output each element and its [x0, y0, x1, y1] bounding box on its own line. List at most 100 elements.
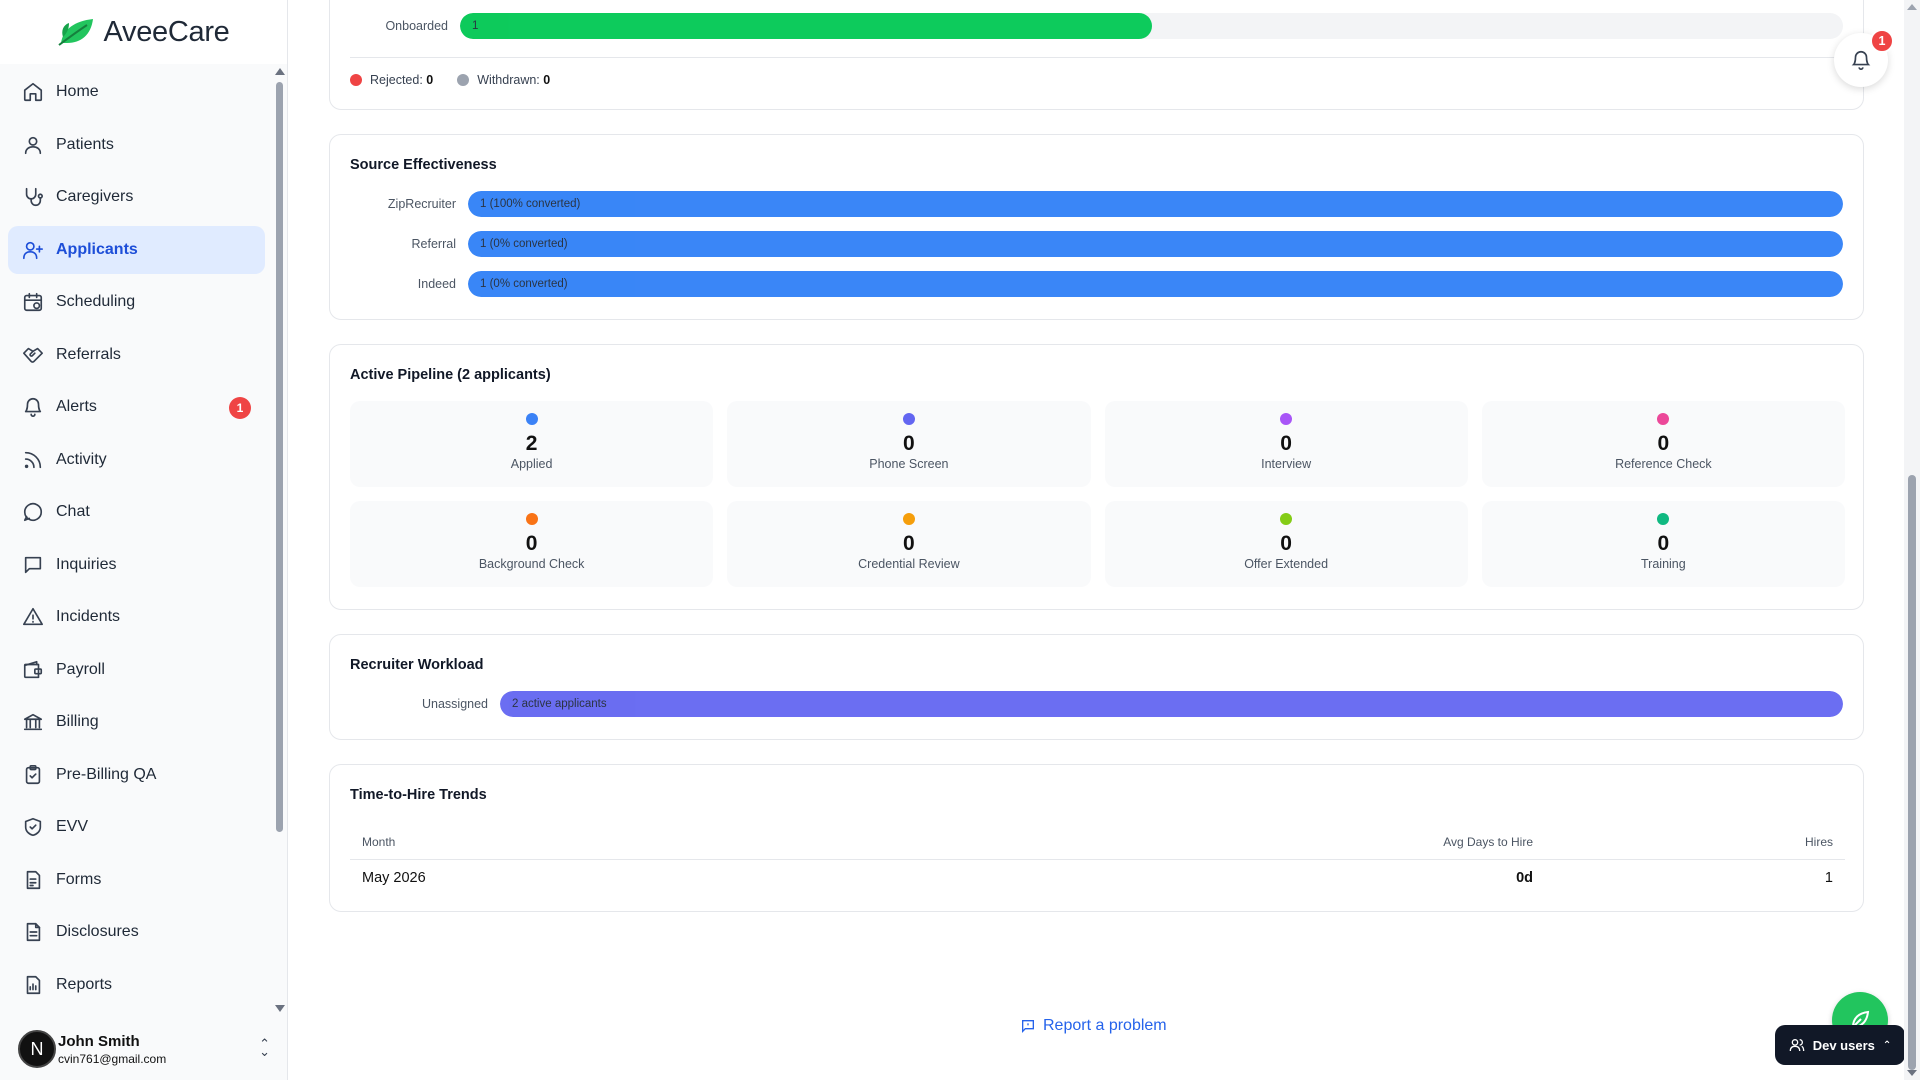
- page-scrollbar[interactable]: [1904, 0, 1920, 1080]
- sidebar-item-pre-billing-qa[interactable]: Pre-Billing QA: [8, 751, 265, 799]
- sidebar-item-forms[interactable]: Forms: [8, 856, 265, 904]
- source-bar: 1 (0% converted): [468, 271, 1843, 297]
- stage-training[interactable]: 0 Training: [1481, 501, 1845, 587]
- stage-phone-screen[interactable]: 0 Phone Screen: [727, 401, 1091, 487]
- source-effectiveness-card: Source Effectiveness ZipRecruiter 1 (100…: [329, 134, 1864, 320]
- sidebar-item-label: Alerts: [56, 398, 97, 415]
- cell-month: May 2026: [362, 870, 426, 887]
- sidebar-item-label: Chat: [56, 503, 90, 520]
- bar-label: Onboarded: [385, 19, 448, 33]
- sidebar-item-label: Applicants: [56, 240, 138, 258]
- sidebar-item-reports[interactable]: Reports: [8, 961, 265, 1009]
- dev-users-label: Dev users: [1812, 1037, 1875, 1053]
- legend-dot: [457, 74, 470, 86]
- page-scroll-thumb[interactable]: [1908, 475, 1916, 1070]
- stage-background-check[interactable]: 0 Background Check: [350, 501, 714, 587]
- legend-value: 0: [543, 73, 551, 87]
- sidebar-item-label: Inquiries: [56, 555, 117, 573]
- sidebar-scrollbar[interactable]: [273, 68, 285, 1012]
- stage-applied[interactable]: 2 Applied: [350, 401, 714, 487]
- bar-label: Indeed: [417, 277, 456, 291]
- calendar-icon: [23, 292, 43, 312]
- sidebar-item-payroll[interactable]: Payroll: [8, 646, 265, 694]
- table-header-row: Month Avg Days to Hire Hires: [350, 825, 1845, 860]
- column-header-avg-days: Avg Days to Hire: [1245, 825, 1545, 860]
- stage-dot: [1657, 413, 1670, 425]
- hiring-funnel-card: Onboarded 1 Rejected: 0 Withdrawn: 0: [329, 0, 1864, 110]
- stage-count: 0: [1657, 432, 1670, 455]
- bar-label: Referral: [411, 237, 456, 251]
- card-title: Time-to-Hire Trends: [350, 787, 487, 803]
- sidebar-item-caregivers[interactable]: Caregivers: [8, 173, 265, 221]
- sidebar-item-inquiries[interactable]: Inquiries: [8, 541, 265, 589]
- sidebar-item-applicants[interactable]: Applicants: [8, 225, 265, 274]
- sidebar-item-patients[interactable]: Patients: [8, 121, 265, 169]
- active-pipeline-card: Active Pipeline (2 applicants) 2 Applied …: [329, 344, 1864, 610]
- stage-label: Reference Check: [1615, 457, 1712, 471]
- leaf-logo-icon: [58, 19, 94, 46]
- cell-hires: 1: [1824, 870, 1833, 887]
- stage-count: 0: [525, 532, 538, 555]
- users-icon: [1789, 1039, 1805, 1052]
- sidebar-item-label: Disclosures: [56, 923, 139, 940]
- alerts-count-badge: 1: [229, 397, 251, 419]
- scroll-down-arrow-icon[interactable]: [275, 1005, 285, 1012]
- stage-count: 0: [1657, 532, 1670, 555]
- warning-triangle-icon: [23, 607, 43, 626]
- sidebar-item-activity[interactable]: Activity: [8, 436, 265, 484]
- time-to-hire-card: Time-to-Hire Trends Month Avg Days to Hi…: [329, 764, 1864, 912]
- stage-count: 0: [903, 432, 915, 455]
- stage-count: 0: [1280, 532, 1292, 555]
- sidebar-item-incidents[interactable]: Incidents: [8, 593, 265, 641]
- notifications-count-badge: 1: [1870, 29, 1894, 53]
- legend-dot: [350, 74, 362, 86]
- stage-dot: [1657, 513, 1670, 525]
- legend-value: 0: [426, 73, 434, 87]
- sidebar-item-label: Patients: [56, 135, 114, 153]
- bar-label: ZipRecruiter: [387, 197, 456, 211]
- user-email: cvin761@gmail.com: [58, 1051, 167, 1066]
- funnel-row-onboarded: Onboarded 1: [350, 13, 1843, 39]
- sidebar-item-evv[interactable]: EVV: [8, 803, 265, 851]
- sidebar-item-label: Referrals: [56, 345, 121, 363]
- message-square-icon: [24, 556, 42, 573]
- sidebar-item-alerts[interactable]: Alerts 1: [8, 383, 265, 431]
- report-problem-link[interactable]: Report a problem: [1020, 1017, 1167, 1035]
- stage-reference-check[interactable]: 0 Reference Check: [1481, 401, 1845, 487]
- avatar: N: [18, 1030, 56, 1068]
- sidebar-item-referrals[interactable]: Referrals: [8, 331, 265, 379]
- sidebar-item-scheduling[interactable]: Scheduling: [8, 278, 265, 326]
- bar-track: 2 active applicants: [500, 691, 1843, 717]
- sidebar-item-home[interactable]: Home: [8, 68, 265, 116]
- scroll-up-arrow-icon[interactable]: [1907, 4, 1917, 10]
- legend-label: Withdrawn:: [477, 73, 540, 87]
- stage-count: 0: [1280, 432, 1292, 455]
- stage-offer-extended[interactable]: 0 Offer Extended: [1104, 501, 1468, 587]
- stage-interview[interactable]: 0 Interview: [1104, 401, 1468, 487]
- user-menu[interactable]: N John Smith cvin761@gmail.com ⌃ ⌄: [0, 1018, 288, 1080]
- stage-label: Training: [1641, 557, 1686, 571]
- sidebar-item-disclosures[interactable]: Disclosures: [8, 908, 265, 956]
- report-problem-label: Report a problem: [1043, 1017, 1167, 1034]
- sidebar-item-billing[interactable]: Billing: [8, 698, 265, 746]
- source-bar: 1 (0% converted): [468, 231, 1843, 257]
- notifications-button[interactable]: 1: [1834, 29, 1894, 87]
- stage-credential-review[interactable]: 0 Credential Review: [727, 501, 1091, 587]
- source-row-ziprecruiter: ZipRecruiter 1 (100% converted): [330, 191, 1843, 217]
- chevron-up-down-icon[interactable]: ⌃ ⌄: [259, 1036, 270, 1059]
- dev-users-button[interactable]: Dev users ⌃: [1775, 1025, 1905, 1065]
- logo[interactable]: AveeCare: [0, 0, 287, 64]
- table-row: May 2026 0d 1: [350, 859, 1845, 897]
- sidebar-scroll-thumb[interactable]: [276, 82, 283, 832]
- card-title: Source Effectiveness: [350, 157, 497, 173]
- sidebar-item-chat[interactable]: Chat: [8, 488, 265, 536]
- bell-icon: [24, 398, 42, 417]
- sidebar-item-label: Forms: [56, 870, 102, 888]
- sidebar-item-label: EVV: [56, 818, 89, 835]
- scroll-up-arrow-icon[interactable]: [275, 68, 285, 75]
- home-icon: [23, 82, 43, 102]
- user-icon: [24, 136, 42, 154]
- brand-name: AveeCare: [103, 15, 230, 48]
- stage-dot: [525, 513, 538, 525]
- scroll-down-arrow-icon[interactable]: [1907, 1070, 1917, 1076]
